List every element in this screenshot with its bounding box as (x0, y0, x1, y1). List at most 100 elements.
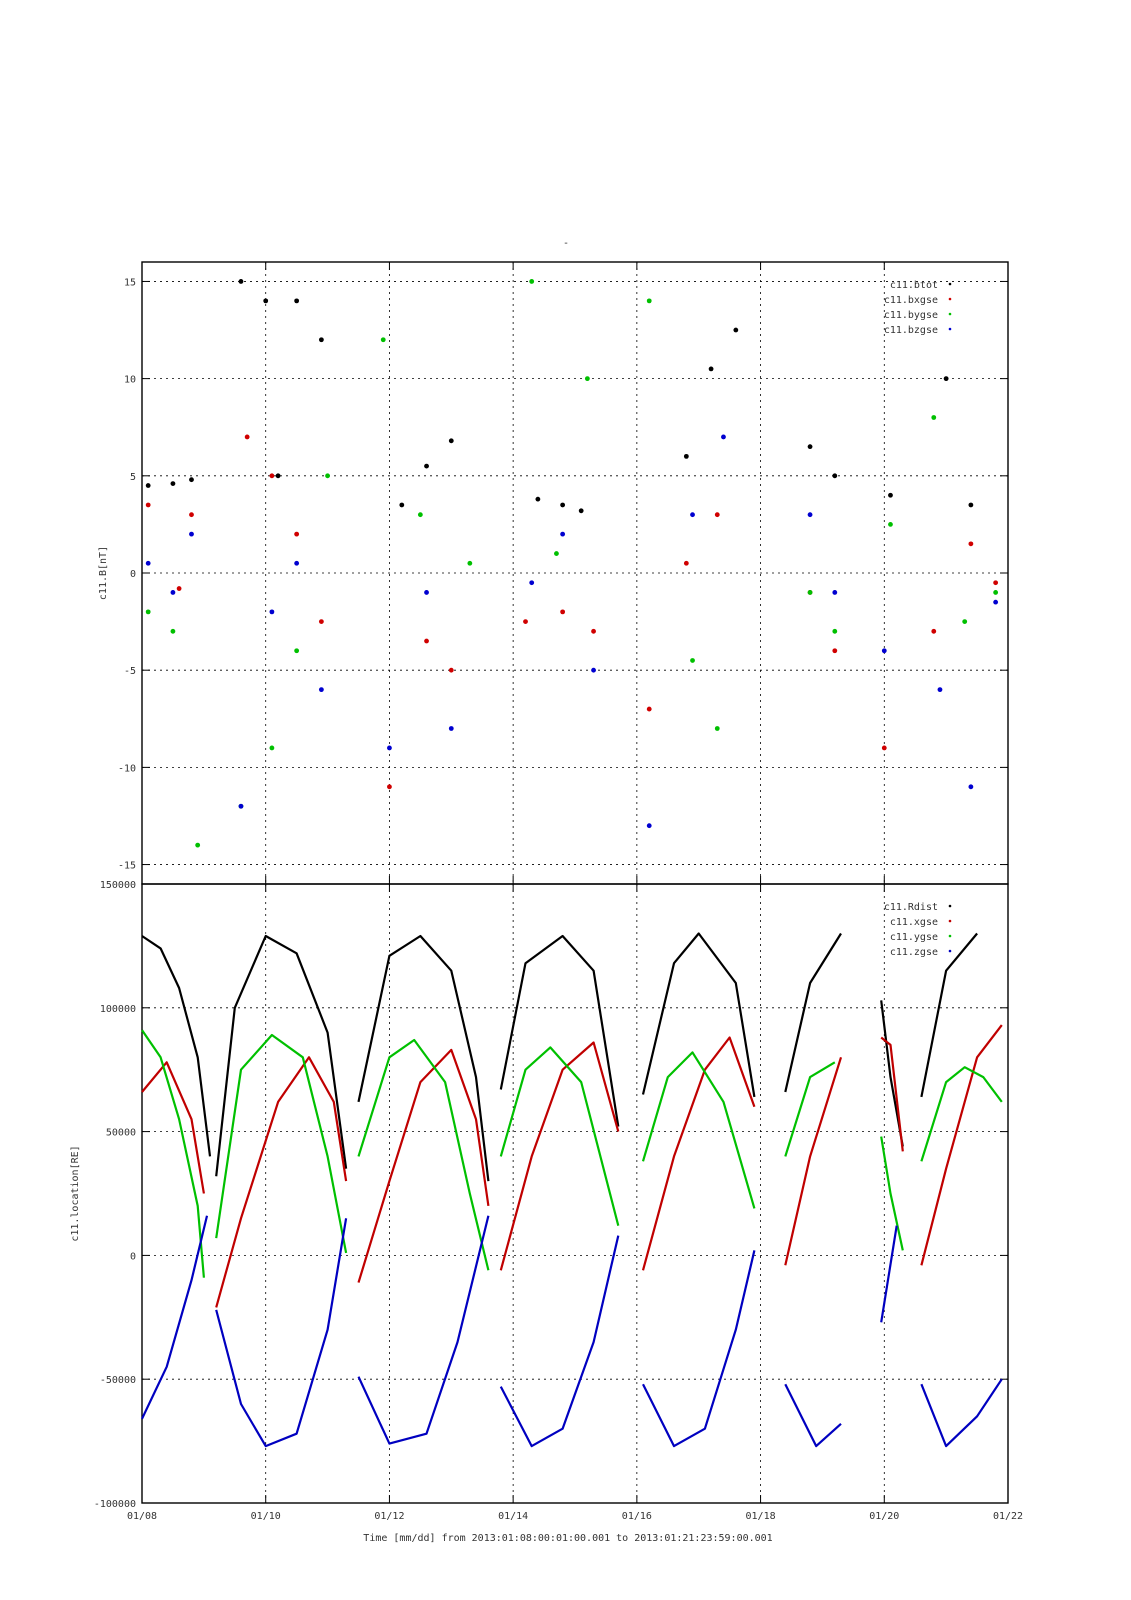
location-panel: 150000 100000 50000 0 -50000 -100000 c11.locat… (70, 880, 1009, 1510)
data-point (714, 512, 720, 518)
data-point (294, 531, 300, 537)
series-line-segment (357, 1215, 490, 1445)
data-point (560, 531, 566, 537)
data-point (318, 687, 324, 693)
series-c11-bygse (145, 279, 999, 848)
series-line-segment (499, 1235, 620, 1448)
y-tick-label: 0 (130, 1251, 136, 1262)
legend-marker-c11-bzgse (948, 327, 952, 331)
y-tick-label: 100000 (100, 1004, 136, 1015)
series-line-segment (784, 1056, 843, 1266)
data-point (318, 337, 324, 343)
data-point (968, 541, 974, 547)
series-line-segment (499, 1046, 620, 1226)
y-tick-label: 15 (124, 277, 136, 288)
series-line-segment (920, 1066, 1003, 1162)
data-point (714, 726, 720, 731)
series-line-segment (920, 932, 978, 1098)
data-point (176, 586, 182, 591)
legend-marker-c11-rdist (948, 904, 952, 908)
data-point (943, 376, 949, 382)
series-line-segment (141, 935, 212, 1157)
data-point (170, 628, 176, 634)
x-tick-label: 01/10 (251, 1511, 281, 1522)
data-point (448, 667, 454, 673)
x-axis-label: Time [mm/dd] from 2013:01:08:00:01:00.00… (363, 1533, 772, 1544)
data-point (424, 590, 429, 595)
data-point (733, 327, 739, 333)
data-point (195, 842, 201, 848)
data-point (170, 590, 176, 595)
legend-marker-c11-ygse (948, 934, 952, 938)
series-line-segment (784, 932, 842, 1093)
legend-entry-c11-bygse: c11.bygse (884, 310, 938, 321)
data-point (275, 473, 281, 479)
data-point (325, 473, 330, 479)
series-line-segment (880, 1136, 904, 1251)
series-c11-btot (145, 279, 974, 514)
data-point (931, 415, 937, 420)
y-axis-label: c11.location[RE] (70, 1145, 81, 1241)
magnetic-field-panel: 15 10 5 0 -5 -10 -15 c11.B[nT] c11.btot c11.bxgse… (98, 261, 1009, 885)
data-point (690, 658, 695, 663)
data-point (263, 298, 269, 304)
series-c11-bxgse (145, 434, 999, 790)
x-tick-label: 01/16 (622, 1511, 652, 1522)
data-point (535, 496, 541, 502)
data-point (646, 298, 652, 304)
data-point (170, 481, 176, 486)
series-line-segment (920, 1024, 1003, 1266)
series-line-segment (642, 1250, 756, 1448)
data-point (380, 337, 386, 343)
data-point (807, 444, 813, 450)
data-point (294, 648, 300, 654)
data-point (318, 619, 324, 624)
series-c11-xgse (141, 1024, 1003, 1308)
data-point (399, 502, 405, 508)
data-point (529, 279, 535, 284)
series-line-segment (641, 1051, 756, 1209)
series-line-segment (784, 1061, 836, 1157)
data-point (448, 726, 454, 731)
data-point (708, 366, 714, 372)
series-line-segment (499, 934, 620, 1127)
data-point (683, 453, 689, 459)
y-tick-label: -10 (118, 763, 136, 774)
y-tick-label: -15 (118, 861, 136, 872)
y-tick-label: -100000 (94, 1499, 136, 1510)
data-point (145, 483, 151, 488)
series-line-segment (880, 1036, 904, 1152)
series-line-segment (357, 934, 490, 1182)
data-point (807, 512, 813, 518)
y-tick-label: 10 (124, 375, 136, 386)
data-point (881, 648, 887, 654)
x-tick-label: 01/22 (993, 1511, 1023, 1522)
data-point (968, 784, 974, 790)
data-point (448, 438, 454, 444)
data-point (931, 628, 937, 634)
legend-marker-c11-zgse (948, 949, 952, 953)
data-point (683, 560, 689, 566)
series-line-segment (641, 932, 756, 1098)
series-line-segment (141, 1215, 209, 1420)
data-point (238, 803, 244, 809)
data-point (145, 609, 151, 615)
data-point (832, 628, 838, 634)
top-mark: - (563, 238, 569, 249)
data-point (529, 580, 535, 586)
data-point (269, 609, 275, 615)
legend-entry-c11-xgse: c11.xgse (890, 917, 938, 928)
data-point (189, 531, 194, 537)
y-tick-label: -5 (124, 666, 136, 677)
series-c11-ygse (141, 1029, 1003, 1278)
data-point (145, 502, 151, 508)
data-point (807, 590, 813, 595)
data-point (646, 823, 652, 829)
data-point (888, 492, 893, 498)
legend-entry-c11-bzgse: c11.bzgse (884, 325, 938, 336)
legend-entry-c11-ygse: c11.ygse (890, 932, 938, 943)
legend-entry-c11-zgse: c11.zgse (890, 947, 938, 958)
y-tick-label: 5 (130, 472, 136, 483)
series-line-segment (784, 1383, 842, 1448)
series-c11-zgse (141, 1215, 1003, 1448)
